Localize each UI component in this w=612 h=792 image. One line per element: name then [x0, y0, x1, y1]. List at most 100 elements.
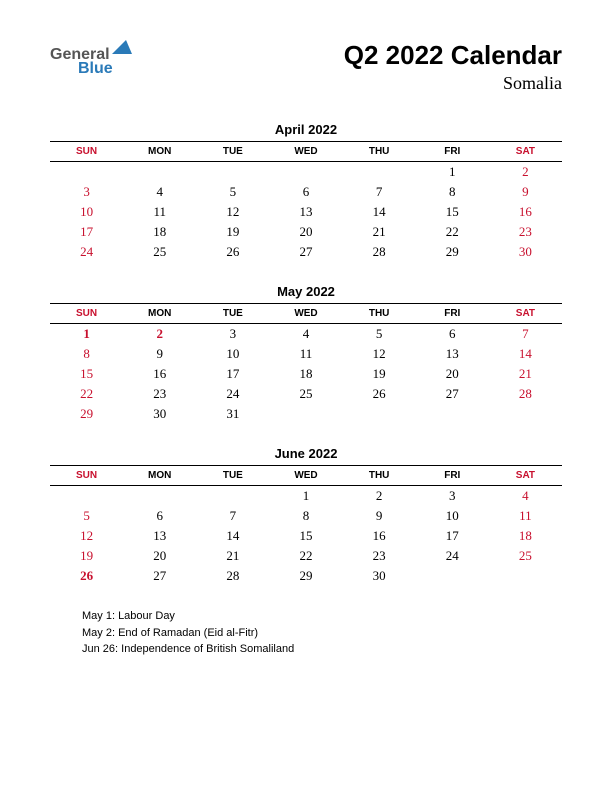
- calendar-cell: 24: [196, 384, 269, 404]
- calendar-cell: 21: [343, 222, 416, 242]
- day-header: FRI: [416, 304, 489, 324]
- calendar-cell: 18: [123, 222, 196, 242]
- calendar-cell: 28: [343, 242, 416, 262]
- month-title: April 2022: [50, 122, 562, 137]
- day-header: SAT: [489, 466, 562, 486]
- calendar-cell: 11: [269, 344, 342, 364]
- calendar-cell: 12: [50, 526, 123, 546]
- calendar-cell: 14: [489, 344, 562, 364]
- calendar-cell: 26: [196, 242, 269, 262]
- calendar-cell: 25: [489, 546, 562, 566]
- calendar-cell: 5: [50, 506, 123, 526]
- calendar-cell: 31: [196, 404, 269, 424]
- calendar-cell: 1: [269, 486, 342, 507]
- calendar-cell: 24: [50, 242, 123, 262]
- calendar-cell: 6: [269, 182, 342, 202]
- calendar-cell: 30: [343, 566, 416, 586]
- holiday-line: May 2: End of Ramadan (Eid al-Fitr): [82, 625, 562, 642]
- calendar-cell: 12: [343, 344, 416, 364]
- calendar-cell: 20: [269, 222, 342, 242]
- calendar-cell: 4: [123, 182, 196, 202]
- calendar-cell: 20: [123, 546, 196, 566]
- calendar-cell: 1: [50, 324, 123, 345]
- day-header: MON: [123, 304, 196, 324]
- calendar-cell: 19: [196, 222, 269, 242]
- day-header: THU: [343, 304, 416, 324]
- calendar-cell: 7: [343, 182, 416, 202]
- calendar-cell: 26: [343, 384, 416, 404]
- calendar-cell: 8: [269, 506, 342, 526]
- calendar-cell: 17: [50, 222, 123, 242]
- day-header: SUN: [50, 304, 123, 324]
- day-header: WED: [269, 142, 342, 162]
- day-header: WED: [269, 466, 342, 486]
- calendar-cell: 4: [489, 486, 562, 507]
- calendar-cell: 12: [196, 202, 269, 222]
- calendar-cell: 27: [416, 384, 489, 404]
- calendar-cell: 27: [123, 566, 196, 586]
- holiday-line: Jun 26: Independence of British Somalila…: [82, 641, 562, 658]
- calendar-cell: 13: [123, 526, 196, 546]
- calendar-row: 3456789: [50, 182, 562, 202]
- calendar-cell: 14: [343, 202, 416, 222]
- calendar-row: 17181920212223: [50, 222, 562, 242]
- calendar-cell: [50, 486, 123, 507]
- calendar-cell: 3: [50, 182, 123, 202]
- day-header: SAT: [489, 142, 562, 162]
- calendar-cell: [489, 566, 562, 586]
- calendar-row: 1234: [50, 486, 562, 507]
- calendar-cell: 8: [50, 344, 123, 364]
- calendar-cell: [123, 162, 196, 183]
- calendar-row: 567891011: [50, 506, 562, 526]
- calendar-cell: 15: [50, 364, 123, 384]
- calendar-row: 891011121314: [50, 344, 562, 364]
- day-header: FRI: [416, 466, 489, 486]
- calendar-cell: 9: [343, 506, 416, 526]
- day-header: SUN: [50, 466, 123, 486]
- calendar-cell: 16: [489, 202, 562, 222]
- calendar-cell: 26: [50, 566, 123, 586]
- calendar-cell: 30: [123, 404, 196, 424]
- calendar-cell: 11: [123, 202, 196, 222]
- calendar-cell: 13: [269, 202, 342, 222]
- logo: GeneralBlue: [50, 46, 113, 78]
- calendar-cell: 25: [269, 384, 342, 404]
- calendar-cell: 11: [489, 506, 562, 526]
- calendar-cell: [343, 162, 416, 183]
- calendar-row: 22232425262728: [50, 384, 562, 404]
- calendar-cell: 5: [196, 182, 269, 202]
- day-header: MON: [123, 142, 196, 162]
- calendar-cell: 27: [269, 242, 342, 262]
- calendar-cell: 20: [416, 364, 489, 384]
- calendar-cell: 3: [416, 486, 489, 507]
- holiday-line: May 1: Labour Day: [82, 608, 562, 625]
- calendar-cell: [416, 566, 489, 586]
- day-header: SUN: [50, 142, 123, 162]
- calendar-cell: 16: [123, 364, 196, 384]
- calendar-cell: 6: [416, 324, 489, 345]
- calendar-cell: [343, 404, 416, 424]
- calendar-cell: 5: [343, 324, 416, 345]
- calendar-cell: 21: [196, 546, 269, 566]
- calendar-cell: 25: [123, 242, 196, 262]
- page-subtitle: Somalia: [344, 73, 562, 94]
- calendar-cell: 28: [196, 566, 269, 586]
- calendar-cell: 21: [489, 364, 562, 384]
- month-title: May 2022: [50, 284, 562, 299]
- calendar-cell: 10: [196, 344, 269, 364]
- calendar-cell: 2: [343, 486, 416, 507]
- day-header: MON: [123, 466, 196, 486]
- calendar-cell: 17: [196, 364, 269, 384]
- month-title: June 2022: [50, 446, 562, 461]
- calendar-row: 19202122232425: [50, 546, 562, 566]
- calendar-cell: 9: [123, 344, 196, 364]
- month-block: May 2022SUNMONTUEWEDTHUFRISAT12345678910…: [50, 284, 562, 424]
- month-block: June 2022SUNMONTUEWEDTHUFRISAT1234567891…: [50, 446, 562, 586]
- month-block: April 2022SUNMONTUEWEDTHUFRISAT123456789…: [50, 122, 562, 262]
- calendar-cell: 19: [50, 546, 123, 566]
- calendar-cell: 15: [269, 526, 342, 546]
- calendar-cell: 7: [196, 506, 269, 526]
- calendar-cell: [269, 404, 342, 424]
- calendar-row: 10111213141516: [50, 202, 562, 222]
- day-header: THU: [343, 142, 416, 162]
